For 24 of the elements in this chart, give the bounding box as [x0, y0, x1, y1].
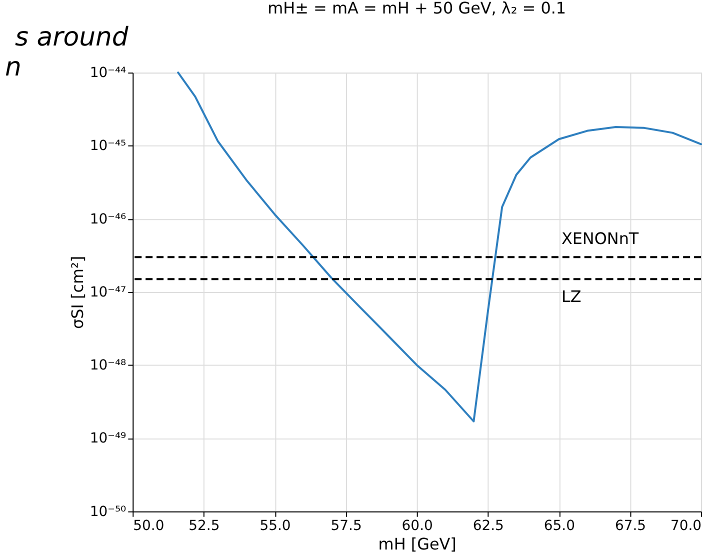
x-tick-label: 65.0 [544, 518, 575, 534]
ref-line-label: LZ [561, 287, 582, 306]
chart-title: mH± = mA = mH + 50 GeV, λ₂ = 0.1 [268, 0, 566, 18]
y-axis-title: σSI [cm²] [68, 256, 87, 330]
x-tick-label: 52.5 [188, 518, 220, 534]
y-tick-label: 10⁻⁴⁵ [90, 138, 126, 154]
y-tick-label: 10⁻⁴⁶ [90, 211, 127, 228]
x-tick-label: 50.0 [133, 518, 164, 534]
y-tick-label: 10⁻⁴⁷ [90, 284, 126, 300]
line-series [177, 72, 702, 422]
x-tick-label: 70.0 [670, 518, 702, 534]
ref-line-label: XENONnT [561, 229, 639, 248]
text: s around [14, 22, 129, 53]
x-tick-label: 55.0 [260, 518, 291, 534]
x-axis-title: mH [GeV] [378, 534, 456, 553]
text: n [4, 52, 22, 83]
y-tick-label: 10⁻⁴⁸ [90, 358, 127, 374]
x-tick-label: 67.5 [614, 518, 646, 534]
x-tick-label: 62.5 [472, 518, 504, 534]
x-tick-label: 57.5 [330, 518, 362, 534]
x-tick-label: 60.0 [402, 518, 433, 534]
y-tick-label: 10⁻⁵⁰ [90, 504, 127, 520]
y-tick-label: 10⁻⁴⁹ [90, 430, 127, 447]
y-tick-label: 10⁻⁴⁴ [90, 65, 127, 82]
